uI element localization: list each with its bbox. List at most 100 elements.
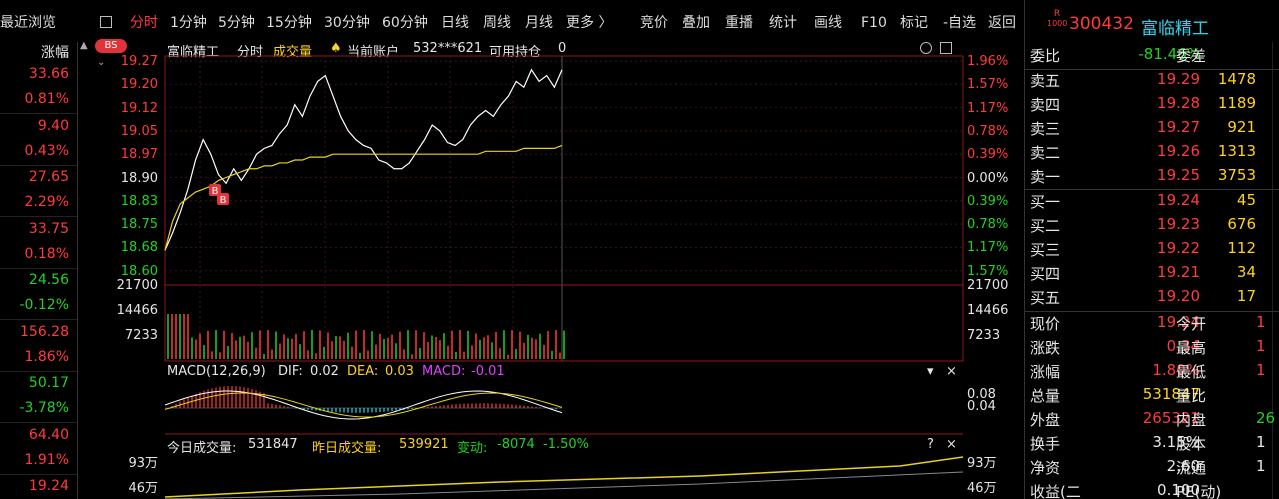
bids-row[interactable]: 买四 19.21 34 — [1030, 263, 1279, 287]
tab-17[interactable]: -自选 — [943, 15, 977, 31]
tab-11[interactable]: 叠加 — [682, 15, 710, 31]
price-tick: 19.20 — [120, 77, 158, 93]
quote-value: 0.34 — [1166, 337, 1200, 355]
tab-8[interactable]: 月线 — [525, 15, 553, 31]
change-pct: -1.50% — [543, 437, 589, 452]
account-icon: ♠ — [330, 41, 342, 56]
tab-0[interactable]: 分时 — [130, 15, 158, 31]
vol-cmp-axis-left-top: 93万 — [128, 456, 158, 471]
asks-row[interactable]: 卖一 19.25 3753 — [1030, 166, 1279, 190]
zoom-icon[interactable] — [920, 42, 932, 54]
tab-18[interactable]: 返回 — [988, 15, 1016, 31]
bids-row[interactable]: 买二 19.23 676 — [1030, 215, 1279, 239]
level-label: 卖三 — [1030, 120, 1061, 138]
quote-label: 涨跌 — [1030, 339, 1061, 357]
diff-label: 委差 — [1176, 47, 1207, 65]
quote-row: 收益(二 0.100 PE(动) — [1030, 481, 1279, 499]
list-item-price[interactable]: 33.75 — [28, 220, 69, 237]
yday-vol-value: 539921 — [399, 437, 449, 452]
macd-menu-icon[interactable]: ▾ — [927, 364, 934, 379]
pct-tick: 1.17% — [967, 100, 1009, 116]
quote-value: 531847 — [1142, 385, 1200, 403]
vol-cmp-axis-right-top: 93万 — [967, 456, 997, 471]
vol-close-icon[interactable]: × — [946, 437, 957, 452]
list-item-change: 0.18% — [24, 245, 69, 262]
vol-tick: 7233 — [124, 328, 158, 343]
today-vol-label: 今日成交量: — [167, 441, 237, 456]
asks-row[interactable]: 卖四 19.28 1189 — [1030, 94, 1279, 118]
list-item-change: 1.91% — [24, 451, 69, 468]
tab-10[interactable]: 竞价 — [640, 15, 668, 31]
quote-label: 现价 — [1030, 315, 1061, 333]
list-item-price[interactable]: 19.24 — [28, 478, 69, 494]
list-item-price[interactable]: 156.28 — [20, 323, 69, 340]
list-item-price[interactable]: 33.66 — [28, 66, 69, 82]
price-line — [164, 68, 563, 251]
list-item-price[interactable]: 9.40 — [37, 117, 69, 134]
bids-row[interactable]: 买一 19.24 45 — [1030, 191, 1279, 215]
macd-close-icon[interactable]: × — [946, 364, 957, 379]
quote-label: 外盘 — [1030, 411, 1061, 429]
buy-marker-label: B — [212, 186, 219, 197]
quote-label: 净资 — [1030, 459, 1061, 477]
level-label: 卖四 — [1030, 96, 1061, 114]
collapse-icon[interactable]: ⌄ — [97, 57, 106, 68]
pct-tick: 1.57% — [967, 77, 1009, 93]
scroll-up-icon[interactable]: ▲ — [80, 40, 88, 51]
help-icon[interactable]: ? — [927, 437, 934, 452]
ratio-label: 委比 — [1030, 47, 1061, 65]
list-item-change: 0.81% — [24, 91, 69, 107]
recent-browse-title[interactable]: 最近浏览 — [0, 15, 56, 31]
pct-tick: 0.78% — [967, 123, 1009, 139]
level-label: 买四 — [1030, 265, 1061, 283]
tab-3[interactable]: 15分钟 — [266, 15, 312, 31]
tab-15[interactable]: F10 — [861, 15, 887, 31]
level-label: 买五 — [1030, 289, 1061, 307]
today-vol-line — [164, 456, 964, 498]
list-item-price[interactable]: 50.17 — [28, 375, 69, 391]
level-price: 19.21 — [1157, 263, 1200, 281]
bids-row[interactable]: 买五 19.20 17 — [1030, 287, 1279, 311]
price-tick: 18.75 — [120, 217, 158, 233]
tab-13[interactable]: 统计 — [769, 15, 797, 31]
tab-6[interactable]: 日线 — [441, 15, 469, 31]
level-price: 19.23 — [1157, 215, 1200, 233]
pct-tick: 1.17% — [967, 240, 1009, 256]
buy-marker-label: B — [220, 195, 227, 206]
buy-marker — [209, 184, 221, 196]
list-item-price[interactable]: 24.56 — [28, 272, 69, 288]
level-price: 19.22 — [1157, 239, 1200, 257]
tab-1[interactable]: 1分钟 — [170, 15, 207, 31]
tab-16[interactable]: 标记 — [900, 15, 928, 31]
quote-value: 1.80% — [1152, 361, 1200, 379]
tab-7[interactable]: 周线 — [483, 15, 511, 31]
tab-12[interactable]: 重播 — [725, 15, 753, 31]
chart-frame — [164, 55, 964, 362]
order-ratio-row: 委比 -81.46% 委差 — [1030, 45, 1279, 69]
tab-4[interactable]: 30分钟 — [324, 15, 370, 31]
price-tick: 18.68 — [120, 240, 158, 256]
list-item-price[interactable]: 64.40 — [28, 426, 69, 443]
tab-5[interactable]: 60分钟 — [382, 15, 428, 31]
list-item-price[interactable]: 27.65 — [28, 169, 69, 185]
quote-value-2: 1 — [1256, 457, 1266, 475]
asks-row[interactable]: 卖五 19.29 1478 — [1030, 70, 1279, 94]
change-value: -8074 — [497, 437, 535, 452]
asks-row[interactable]: 卖二 19.26 1313 — [1030, 142, 1279, 166]
macd-title[interactable]: MACD(12,26,9) — [167, 364, 266, 379]
asks-row[interactable]: 卖三 19.27 921 — [1030, 118, 1279, 142]
bids-row[interactable]: 买三 19.22 112 — [1030, 239, 1279, 263]
column-header-change[interactable]: 涨幅 — [41, 45, 69, 61]
bs-toggle[interactable]: BS — [95, 39, 127, 53]
macd-axis-bottom: 0.04 — [967, 399, 996, 414]
tab-9[interactable]: 更多 〉 — [566, 15, 613, 31]
tab-14[interactable]: 画线 — [814, 15, 842, 31]
level-price: 19.27 — [1157, 118, 1200, 136]
price-tick: 19.05 — [120, 123, 158, 139]
layout-toggle-icon[interactable] — [100, 16, 112, 28]
tab-2[interactable]: 5分钟 — [218, 15, 255, 31]
fullscreen-icon[interactable] — [940, 42, 952, 54]
vol-cmp-axis-left-bottom: 46万 — [128, 481, 158, 496]
quote-label: 总量 — [1030, 387, 1061, 405]
chart-canvas[interactable]: BB — [0, 0, 1024, 499]
